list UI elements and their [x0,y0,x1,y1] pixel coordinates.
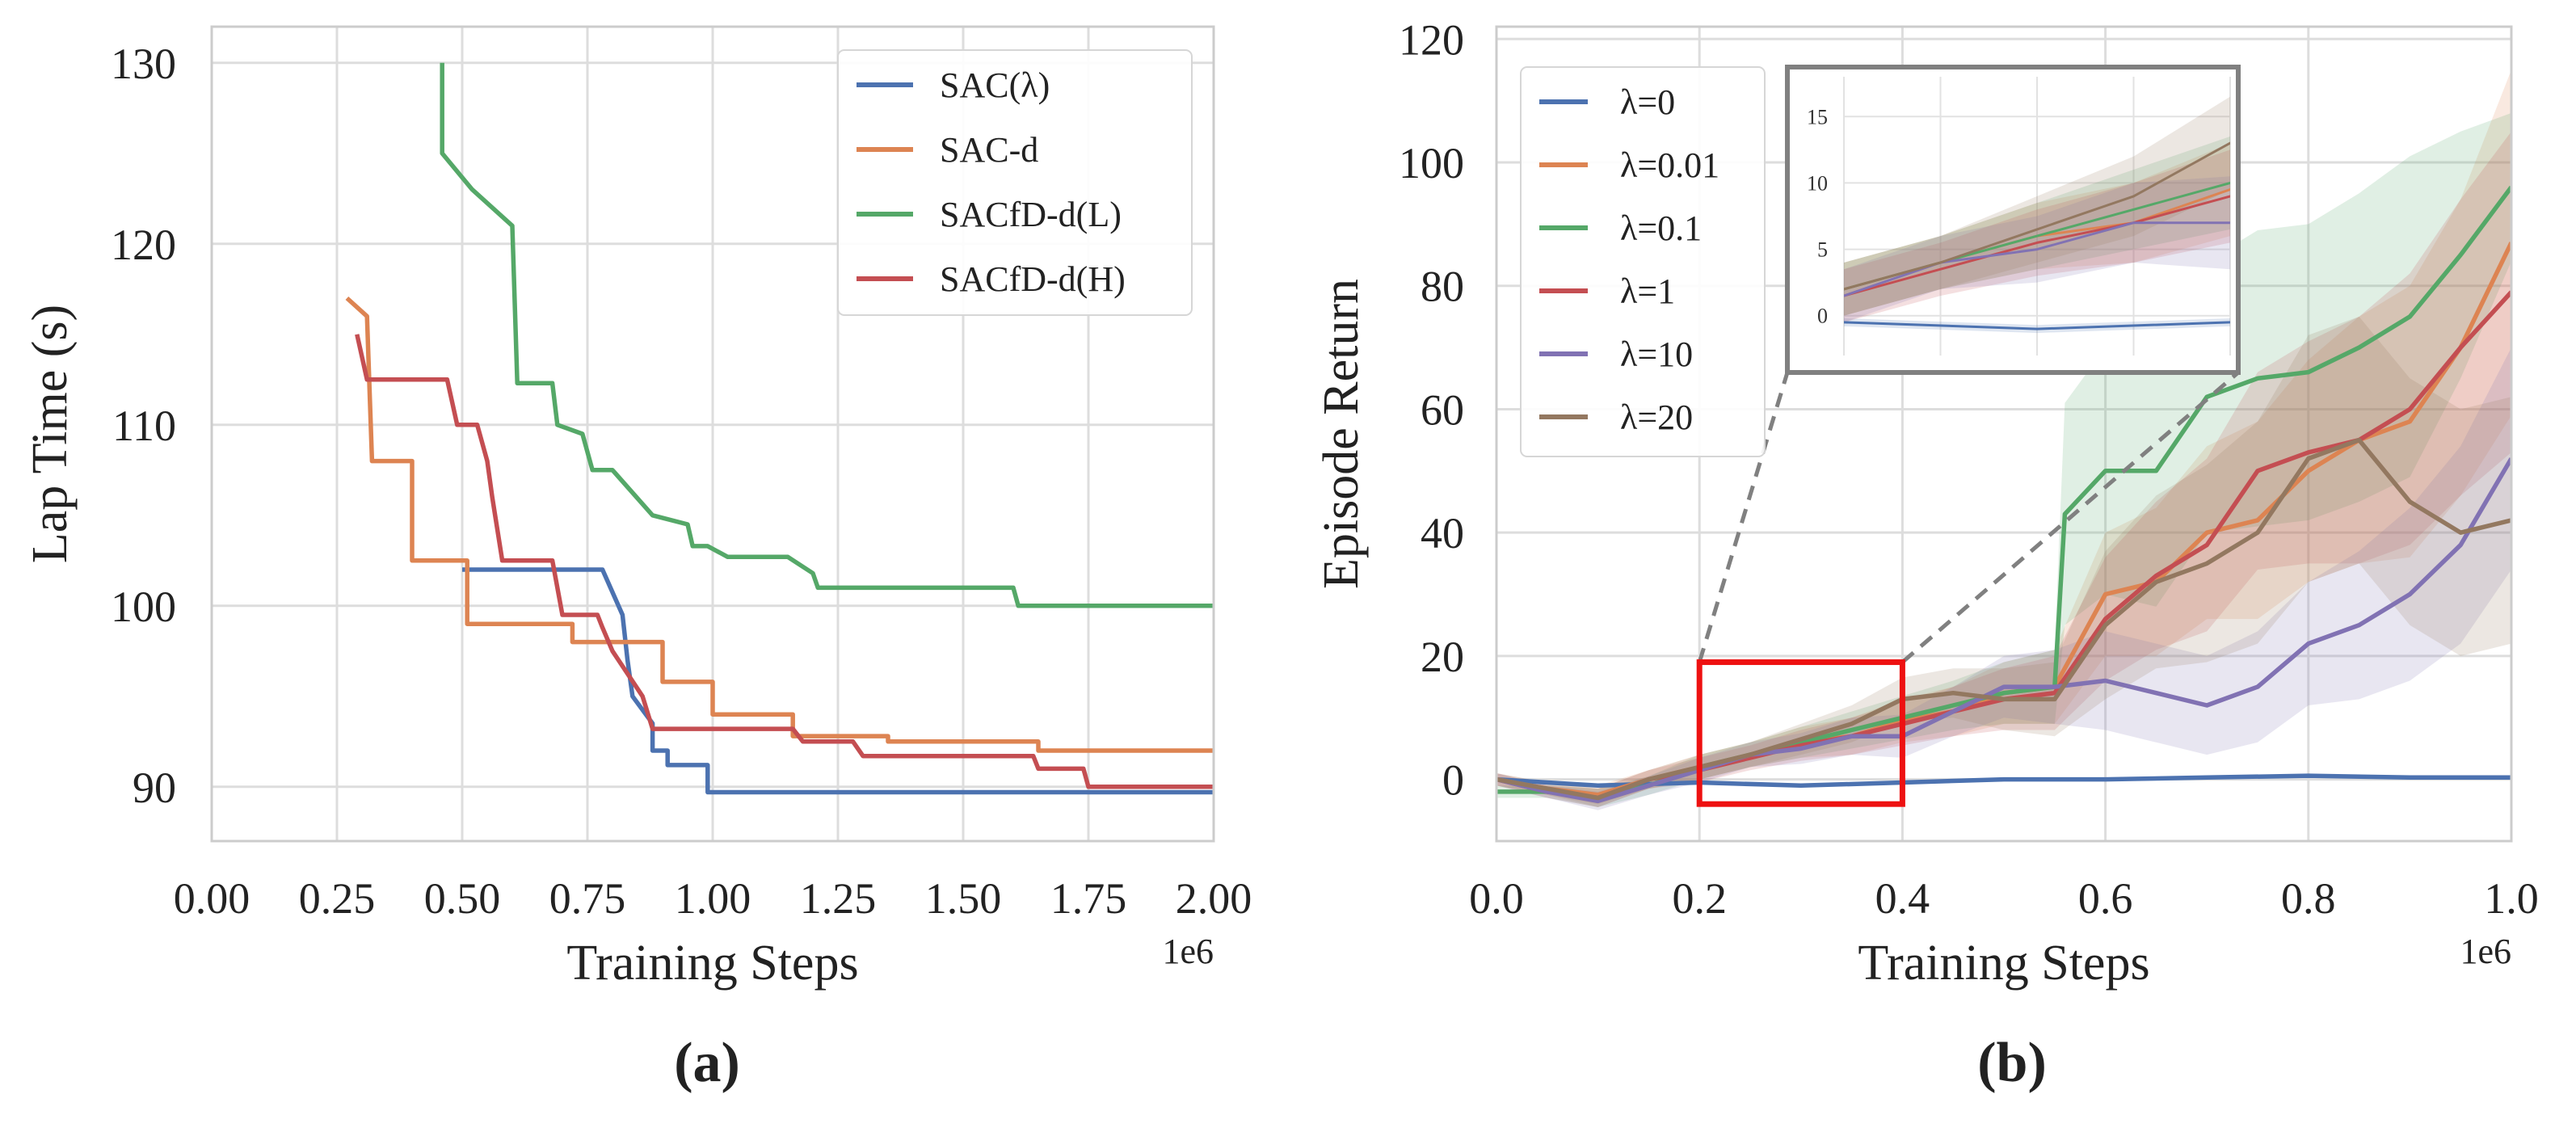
series-line-lambda-20 [1496,437,2511,801]
legend-label-sacfd-d-l: SACfD-d(L) [940,195,1122,234]
y-tick-label: 120 [111,221,176,269]
legend-label-sacfd-d-h: SACfD-d(H) [940,259,1126,299]
x-tick-labels-a: 0.00 0.25 0.50 0.75 1.00 1.25 1.50 1.75 2.00 [174,874,1252,923]
legend-label-lambda-20: λ=20 [1620,398,1693,437]
y-tick-label: 130 [111,40,176,88]
series-line-sacfd-d-h [355,334,1214,789]
y-tick-label: 100 [111,583,176,631]
inset-grid [1843,77,2231,356]
x-axis-label-b: Training Steps [1858,936,2149,991]
axes-frame-b [1495,25,2513,843]
inset-y-tick-label: 15 [1807,105,1828,128]
inset-frame [1785,65,2241,375]
series-line-sacfd-d-l [440,62,1214,608]
y-tick-label: 40 [1421,509,1464,557]
legend-label-lambda-0: λ=0 [1620,82,1675,122]
series-line-lambda-10 [1496,457,2511,804]
zoom-connector-right [1900,371,2240,664]
x-tick-label: 1.0 [2484,874,2539,923]
confidence-band-lambda-0-01 [1496,69,2511,805]
y-tick-label: 90 [133,764,176,812]
x-tick-label: 0.25 [299,874,376,923]
legend-label-lambda-1: λ=1 [1620,271,1675,311]
confidence-band-lambda-0-1 [1496,112,2511,807]
y-tick-labels-a: 90 100 110 120 130 [111,40,176,812]
y-tick-labels-b: 0 20 40 60 80 100 120 [1399,15,1464,804]
confidence-band-lambda-20 [1496,316,2511,807]
x-tick-label: 0.0 [1469,874,1524,923]
series-layer-a [345,62,1214,795]
x-tick-label: 1.50 [925,874,1002,923]
y-tick-label: 20 [1421,633,1464,681]
legend-frame-a [837,49,1193,316]
x-axis-label-a: Training Steps [566,936,858,991]
x-tick-label: 0.8 [2281,874,2336,923]
inset-y-tick-label: 10 [1807,171,1828,195]
x-tick-label: 1.25 [800,874,877,923]
legend-label-lambda-0-01: λ=0.01 [1620,145,1719,185]
inset-y-tick-labels: 0 5 10 15 [1807,105,1828,327]
inset-y-tick-label: 5 [1817,238,1828,262]
x-tick-label: 0.6 [2078,874,2133,923]
zoom-box [1696,659,1905,807]
legend-label-lambda-10: λ=10 [1620,334,1693,374]
x-tick-label: 2.00 [1176,874,1252,923]
panel-label-b: (b) [1977,1032,2047,1094]
panel-label-a: (a) [674,1032,740,1094]
zoom-indicator [1696,371,2240,807]
inset-zoom-plot: 0 5 10 15 [1785,65,2241,375]
legend-label-sac-lambda: SAC(λ) [940,65,1050,105]
y-tick-label: 110 [112,402,176,450]
legend-label-lambda-0-1: λ=0.1 [1620,208,1702,248]
legend-b: λ=0 λ=0.01 λ=0.1 λ=1 λ=10 λ=20 [1520,66,1766,457]
y-tick-label: 120 [1399,15,1464,64]
y-axis-label-b: Episode Return [1314,279,1369,589]
series-line-lambda-0 [1496,773,2511,789]
inset-y-tick-label: 0 [1817,305,1828,328]
x-tick-label: 0.00 [174,874,250,923]
legend-a: SAC(λ) SAC-d SACfD-d(L) SACfD-d(H) [837,49,1193,316]
inset-band-lambda-0 [1844,318,2230,334]
legend-label-sac-d: SAC-d [940,130,1038,170]
series-line-sac-lambda [462,567,1214,795]
x-tick-label: 0.75 [549,874,626,923]
x-tick-labels-b: 0.0 0.2 0.4 0.6 0.8 1.0 [1469,874,2539,923]
y-tick-label: 100 [1399,139,1464,187]
series-layer-b [1496,185,2511,804]
x-offset-a: 1e6 [1162,932,1214,971]
y-tick-label: 60 [1421,385,1464,434]
panel-a-lap-time: 0.00 0.25 0.50 0.75 1.00 1.25 1.50 1.75 2.00 90 1… [23,25,1252,1094]
y-axis-label-a: Lap Time (s) [23,305,78,563]
x-tick-label: 0.2 [1672,874,1727,923]
y-tick-label: 80 [1421,263,1464,311]
series-line-sac-d [345,296,1214,753]
x-offset-b: 1e6 [2460,932,2511,971]
axes-frame-a [210,25,1215,843]
inset-band-lambda-0-1 [1844,136,2230,316]
x-tick-label: 1.75 [1050,874,1127,923]
confidence-band-lambda-10 [1496,347,2511,810]
y-tick-label: 0 [1442,756,1464,805]
x-tick-label: 0.4 [1875,874,1930,923]
inset-band-lambda-20 [1844,96,2230,316]
x-tick-label: 1.00 [675,874,751,923]
x-tick-label: 0.50 [424,874,501,923]
zoom-connector-left [1697,372,1790,663]
